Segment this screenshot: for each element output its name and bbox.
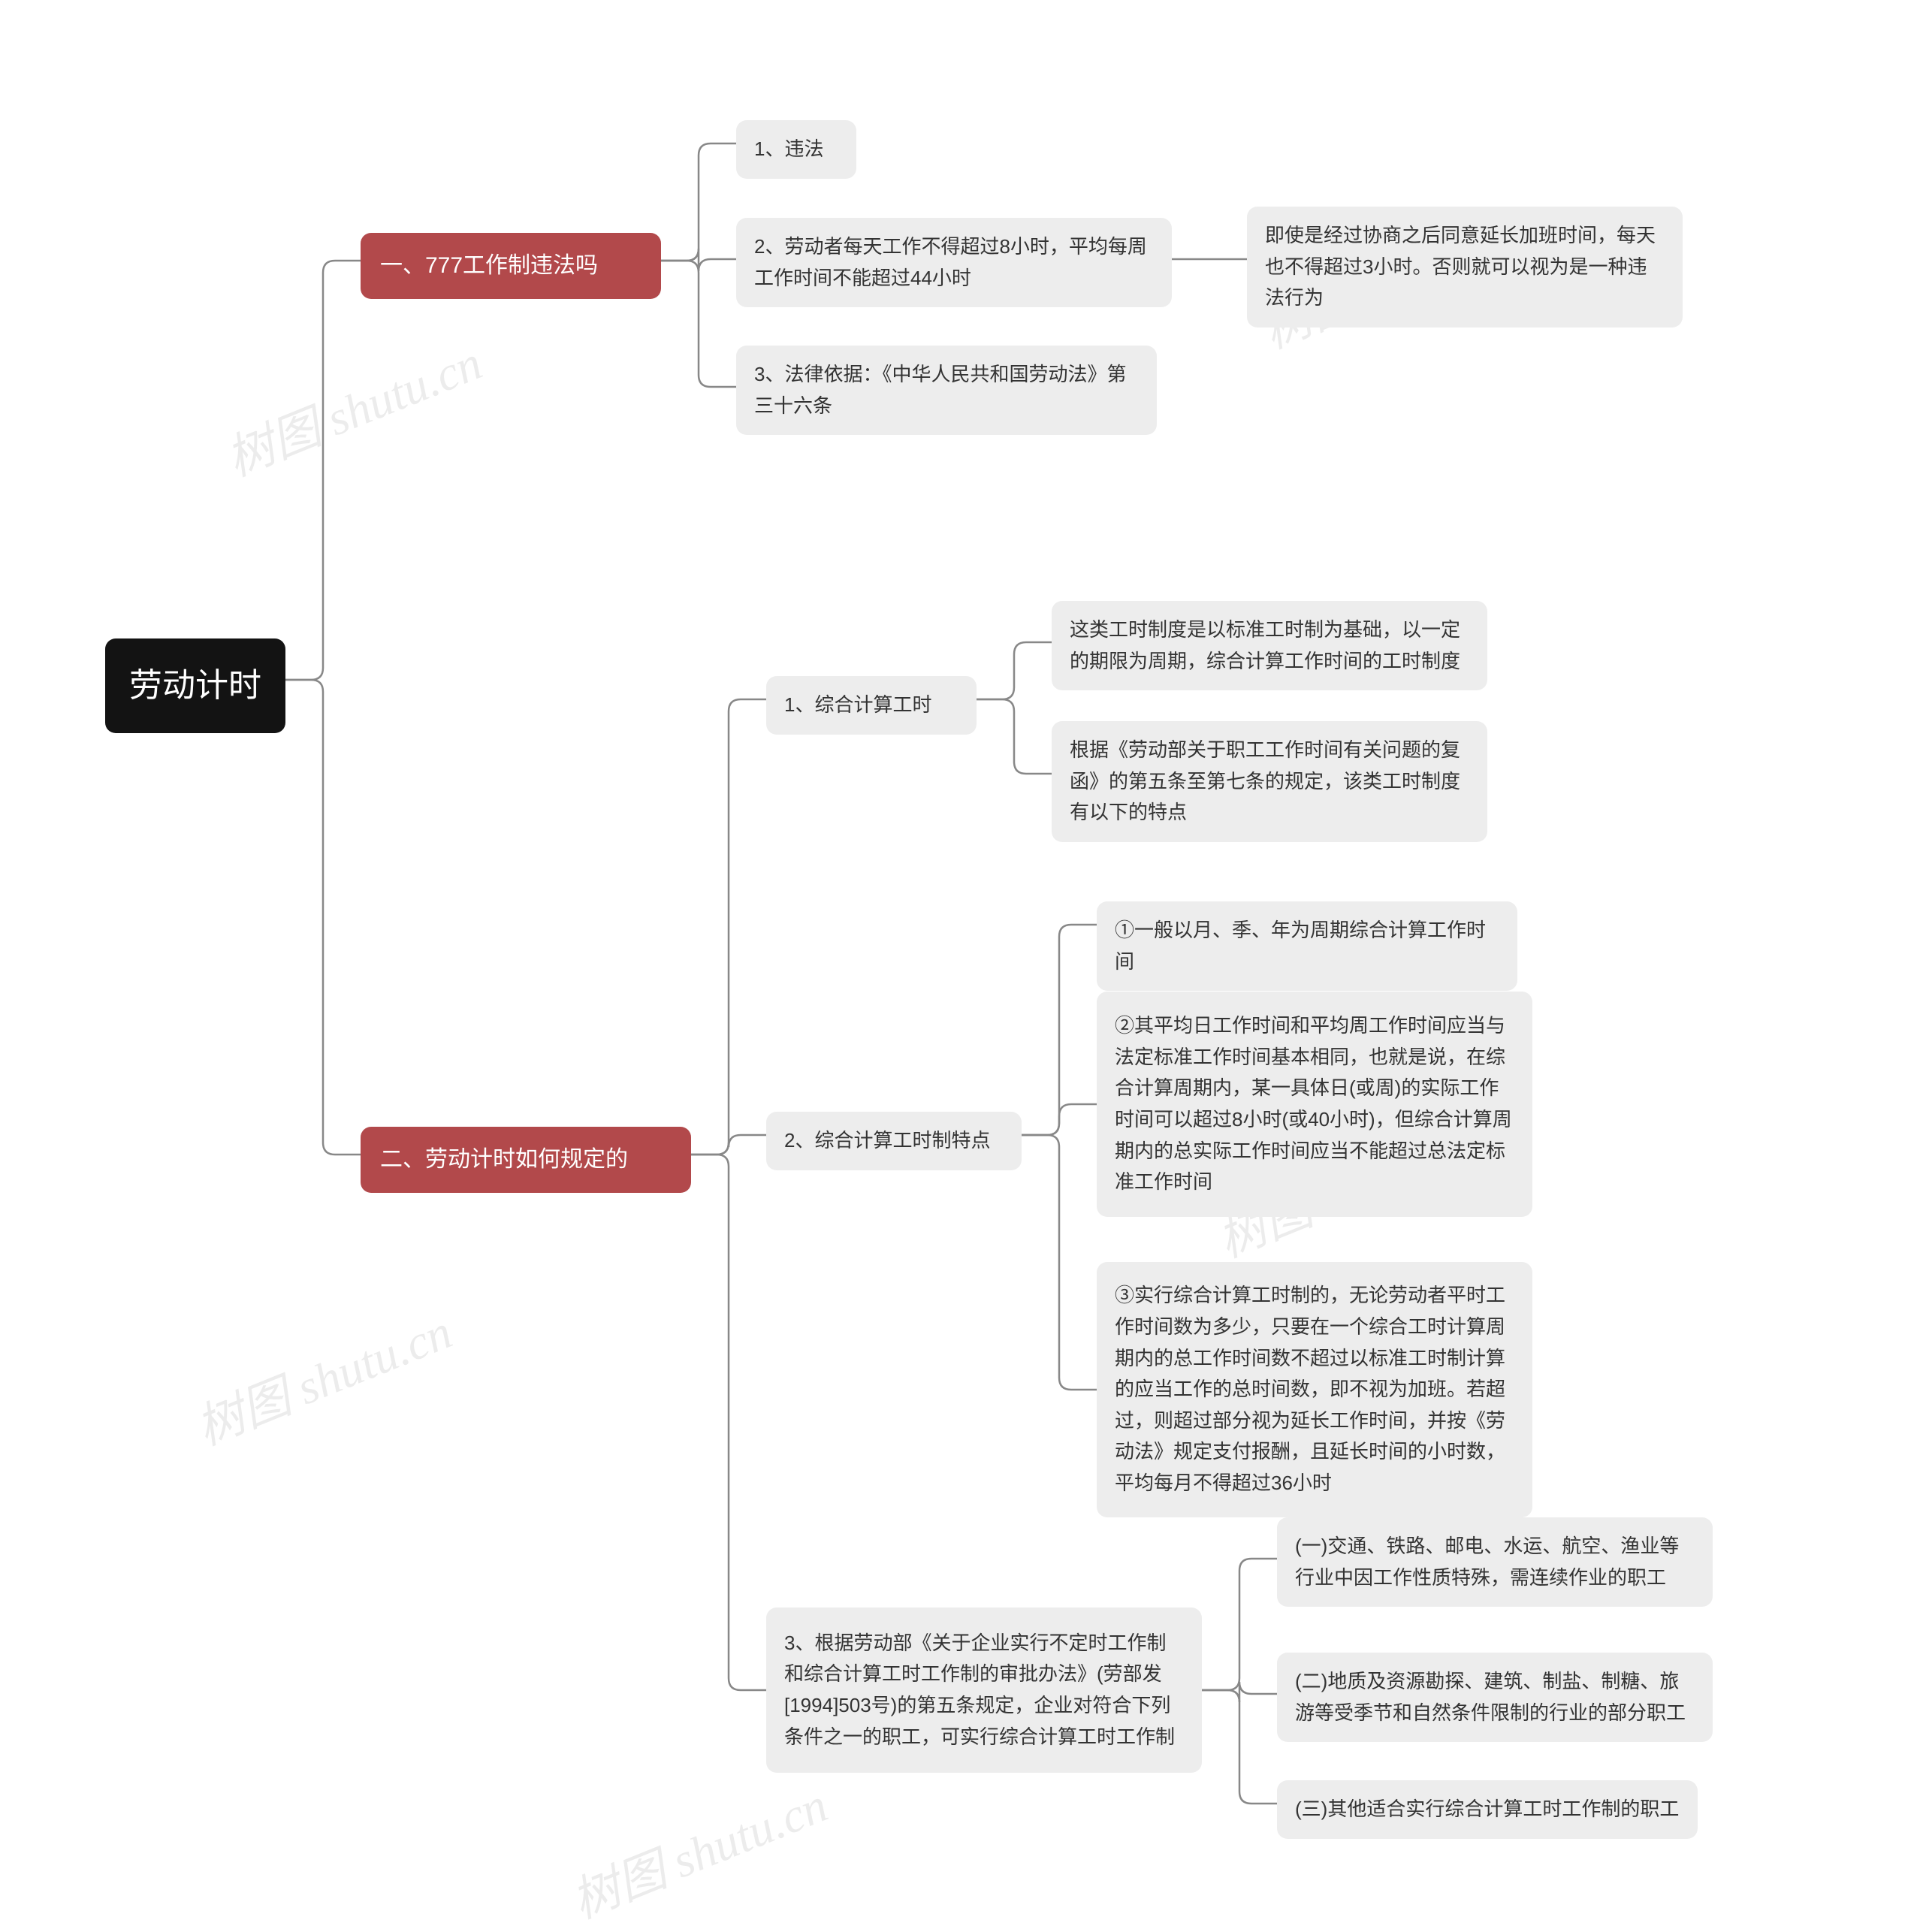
node-s2-1[interactable]: 1、综合计算工时 — [766, 676, 977, 735]
node-s2-1-1[interactable]: 这类工时制度是以标准工时制为基础，以一定的期限为周期，综合计算工作时间的工时制度 — [1052, 601, 1487, 690]
node-s2-2-2[interactable]: ②其平均日工作时间和平均周工作时间应当与法定标准工作时间基本相同，也就是说，在综… — [1097, 992, 1532, 1217]
watermark: 树图 shutu.cn — [215, 325, 491, 490]
node-s1-2[interactable]: 2、劳动者每天工作不得超过8小时，平均每周工作时间不能超过44小时 — [736, 218, 1172, 307]
node-section-2[interactable]: 二、劳动计时如何规定的 — [361, 1127, 691, 1193]
node-s2-1-2[interactable]: 根据《劳动部关于职工工作时间有关问题的复函》的第五条至第七条的规定，该类工时制度… — [1052, 721, 1487, 842]
node-s2-3-2[interactable]: (二)地质及资源勘探、建筑、制盐、制糖、旅游等受季节和自然条件限制的行业的部分职… — [1277, 1653, 1713, 1742]
node-section-1[interactable]: 一、777工作制违法吗 — [361, 233, 661, 299]
node-s2-2-1[interactable]: ①一般以月、季、年为周期综合计算工作时间 — [1097, 901, 1517, 991]
node-s2-2[interactable]: 2、综合计算工时制特点 — [766, 1112, 1022, 1170]
node-s2-2-3[interactable]: ③实行综合计算工时制的，无论劳动者平时工作时间数为多少，只要在一个综合工时计算周… — [1097, 1262, 1532, 1517]
node-s1-2-1[interactable]: 即使是经过协商之后同意延长加班时间，每天也不得超过3小时。否则就可以视为是一种违… — [1247, 207, 1683, 328]
node-s1-1[interactable]: 1、违法 — [736, 120, 856, 179]
node-root[interactable]: 劳动计时 — [105, 638, 285, 733]
mindmap-canvas: 树图 shutu.cn 树图 shutu.cn 树图 shutu.cn 树图 s… — [0, 0, 1923, 1909]
node-s2-3-1[interactable]: (一)交通、铁路、邮电、水运、航空、渔业等行业中因工作性质特殊，需连续作业的职工 — [1277, 1517, 1713, 1607]
node-s1-3[interactable]: 3、法律依据：《中华人民共和国劳动法》第三十六条 — [736, 346, 1157, 435]
node-s2-3-3[interactable]: (三)其他适合实行综合计算工时工作制的职工 — [1277, 1780, 1698, 1839]
node-s2-3[interactable]: 3、根据劳动部《关于企业实行不定时工作制和综合计算工时工作制的审批办法》(劳部发… — [766, 1607, 1202, 1773]
watermark: 树图 shutu.cn — [560, 1767, 836, 1932]
watermark: 树图 shutu.cn — [185, 1294, 460, 1459]
